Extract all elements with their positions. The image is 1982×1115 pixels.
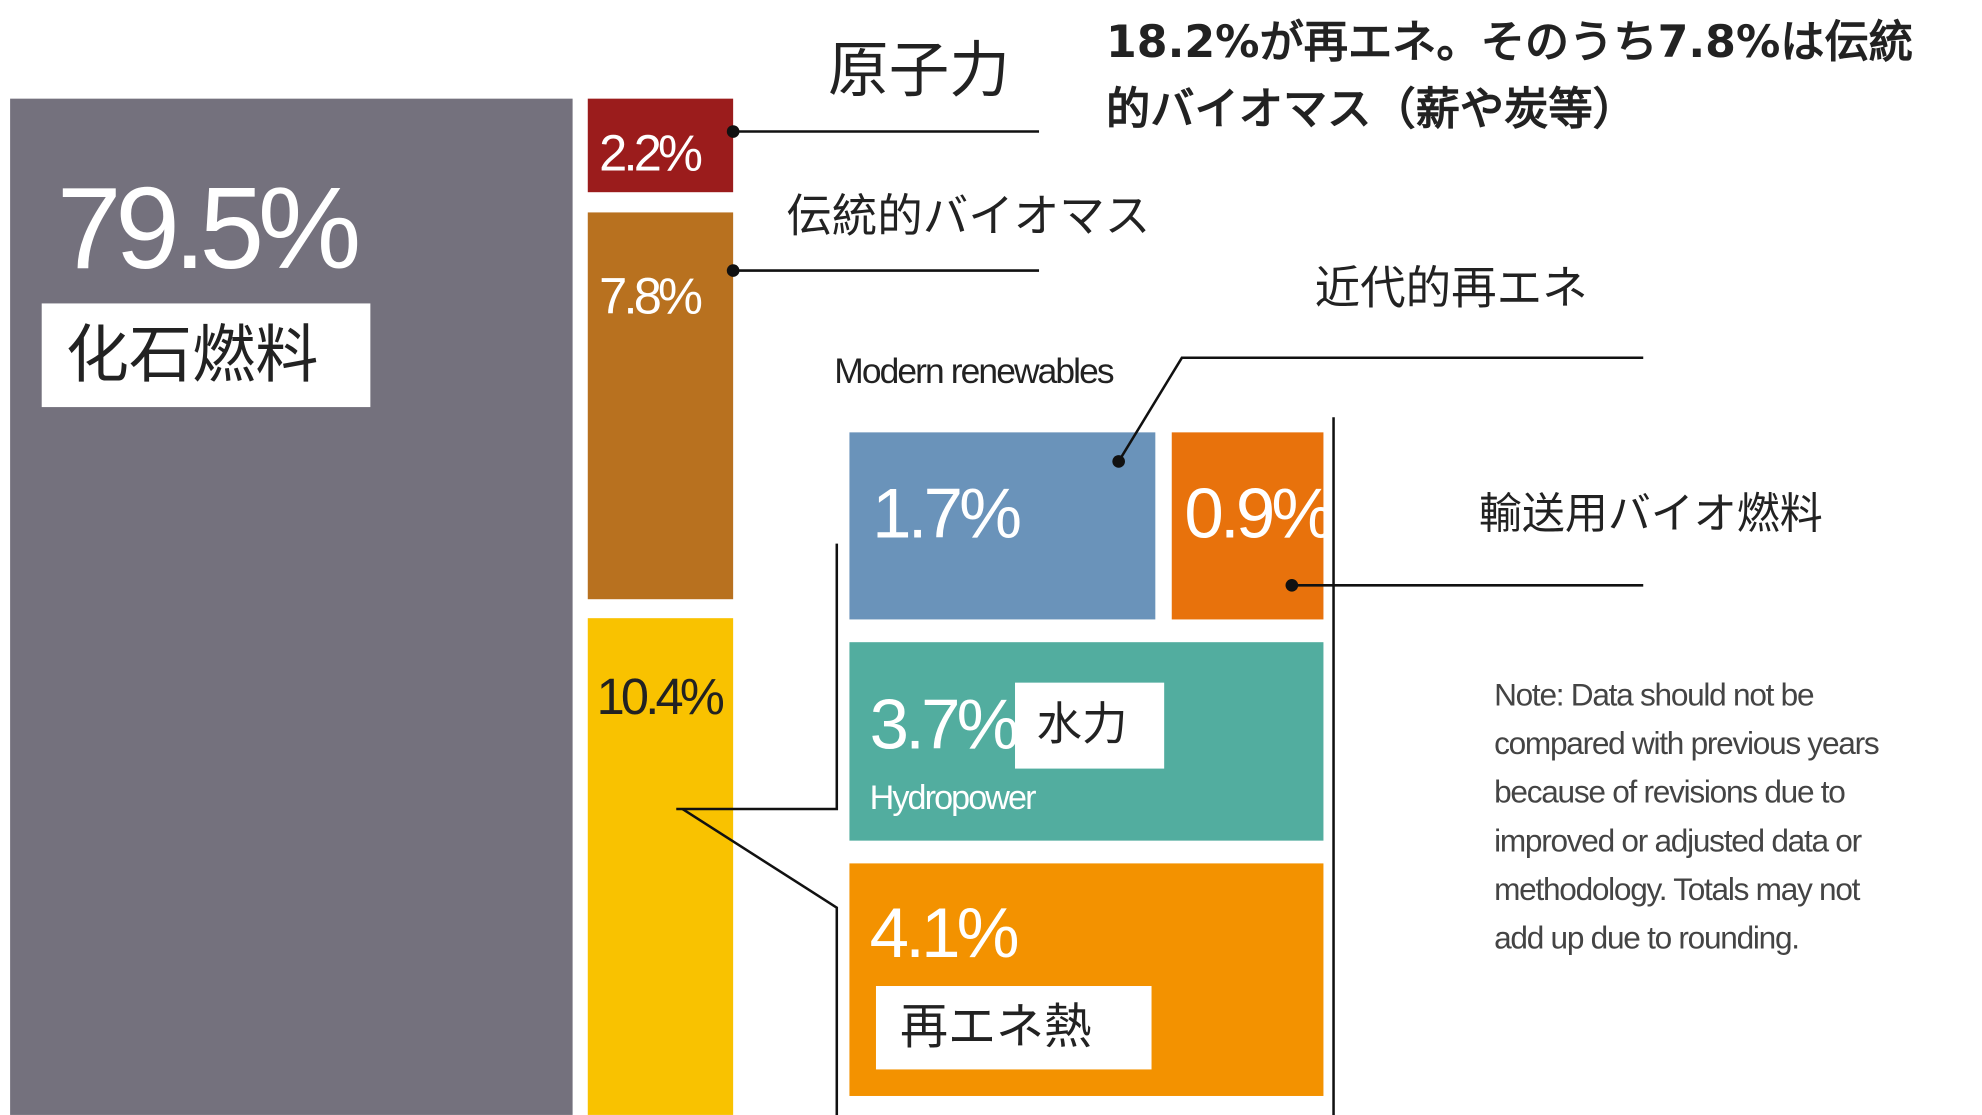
- note-line: improved or adjusted data or: [1494, 822, 1862, 858]
- leader-dot: [726, 264, 740, 277]
- title: 的バイオマス（薪や炭等）: [1106, 84, 1637, 135]
- value-label: 0.9%: [1184, 473, 1332, 552]
- heading: Modern renewables: [834, 352, 1114, 391]
- note-line: add up due to rounding.: [1494, 920, 1799, 956]
- note-line: methodology. Totals may not: [1494, 871, 1861, 907]
- leader-dot: [726, 125, 740, 138]
- title: 18.2%が再エネ。そのうち7.8%は伝統: [1106, 17, 1913, 68]
- bracket: [681, 807, 839, 1115]
- value-label: 2.2%: [599, 125, 702, 182]
- label: 原子力: [828, 36, 1010, 106]
- note: Note: Data should not be compared with pr…: [1494, 676, 1880, 956]
- value-label: 7.8%: [599, 268, 702, 325]
- nuclear-block: [587, 98, 734, 193]
- label-box: [1015, 682, 1165, 769]
- label: 再エネ熱: [900, 999, 1092, 1055]
- value-label: 4.1%: [870, 893, 1018, 972]
- note-line: Note: Data should not be: [1494, 676, 1814, 712]
- leader-dot: [1285, 578, 1299, 592]
- bracket: [676, 543, 839, 811]
- value-label: 79.5%: [57, 163, 358, 293]
- leader-line: [1117, 356, 1644, 463]
- label: 伝統的バイオマス: [786, 189, 1150, 242]
- biofuel-block: [1171, 432, 1324, 620]
- label-box: [41, 303, 371, 408]
- label: 化石燃料: [66, 318, 319, 392]
- leader-dot: [1112, 455, 1125, 468]
- fossil-block: [10, 98, 573, 1115]
- label: 輸送用バイオ燃料: [1479, 489, 1823, 539]
- value-label: 10.4%: [597, 668, 724, 725]
- renewables-block: [587, 618, 734, 1115]
- biomass-block: [587, 212, 734, 600]
- note-line: compared with previous years: [1494, 725, 1879, 761]
- value-label: 1.7%: [872, 473, 1020, 552]
- label: 水力: [1037, 698, 1128, 751]
- english-label: Hydropower: [870, 779, 1036, 817]
- modern-block: [849, 432, 1156, 620]
- note-line: because of revisions due to: [1494, 774, 1845, 810]
- label: 近代的再エネ: [1315, 261, 1588, 314]
- label-box: [875, 986, 1152, 1070]
- value-label: 3.7%: [870, 684, 1018, 763]
